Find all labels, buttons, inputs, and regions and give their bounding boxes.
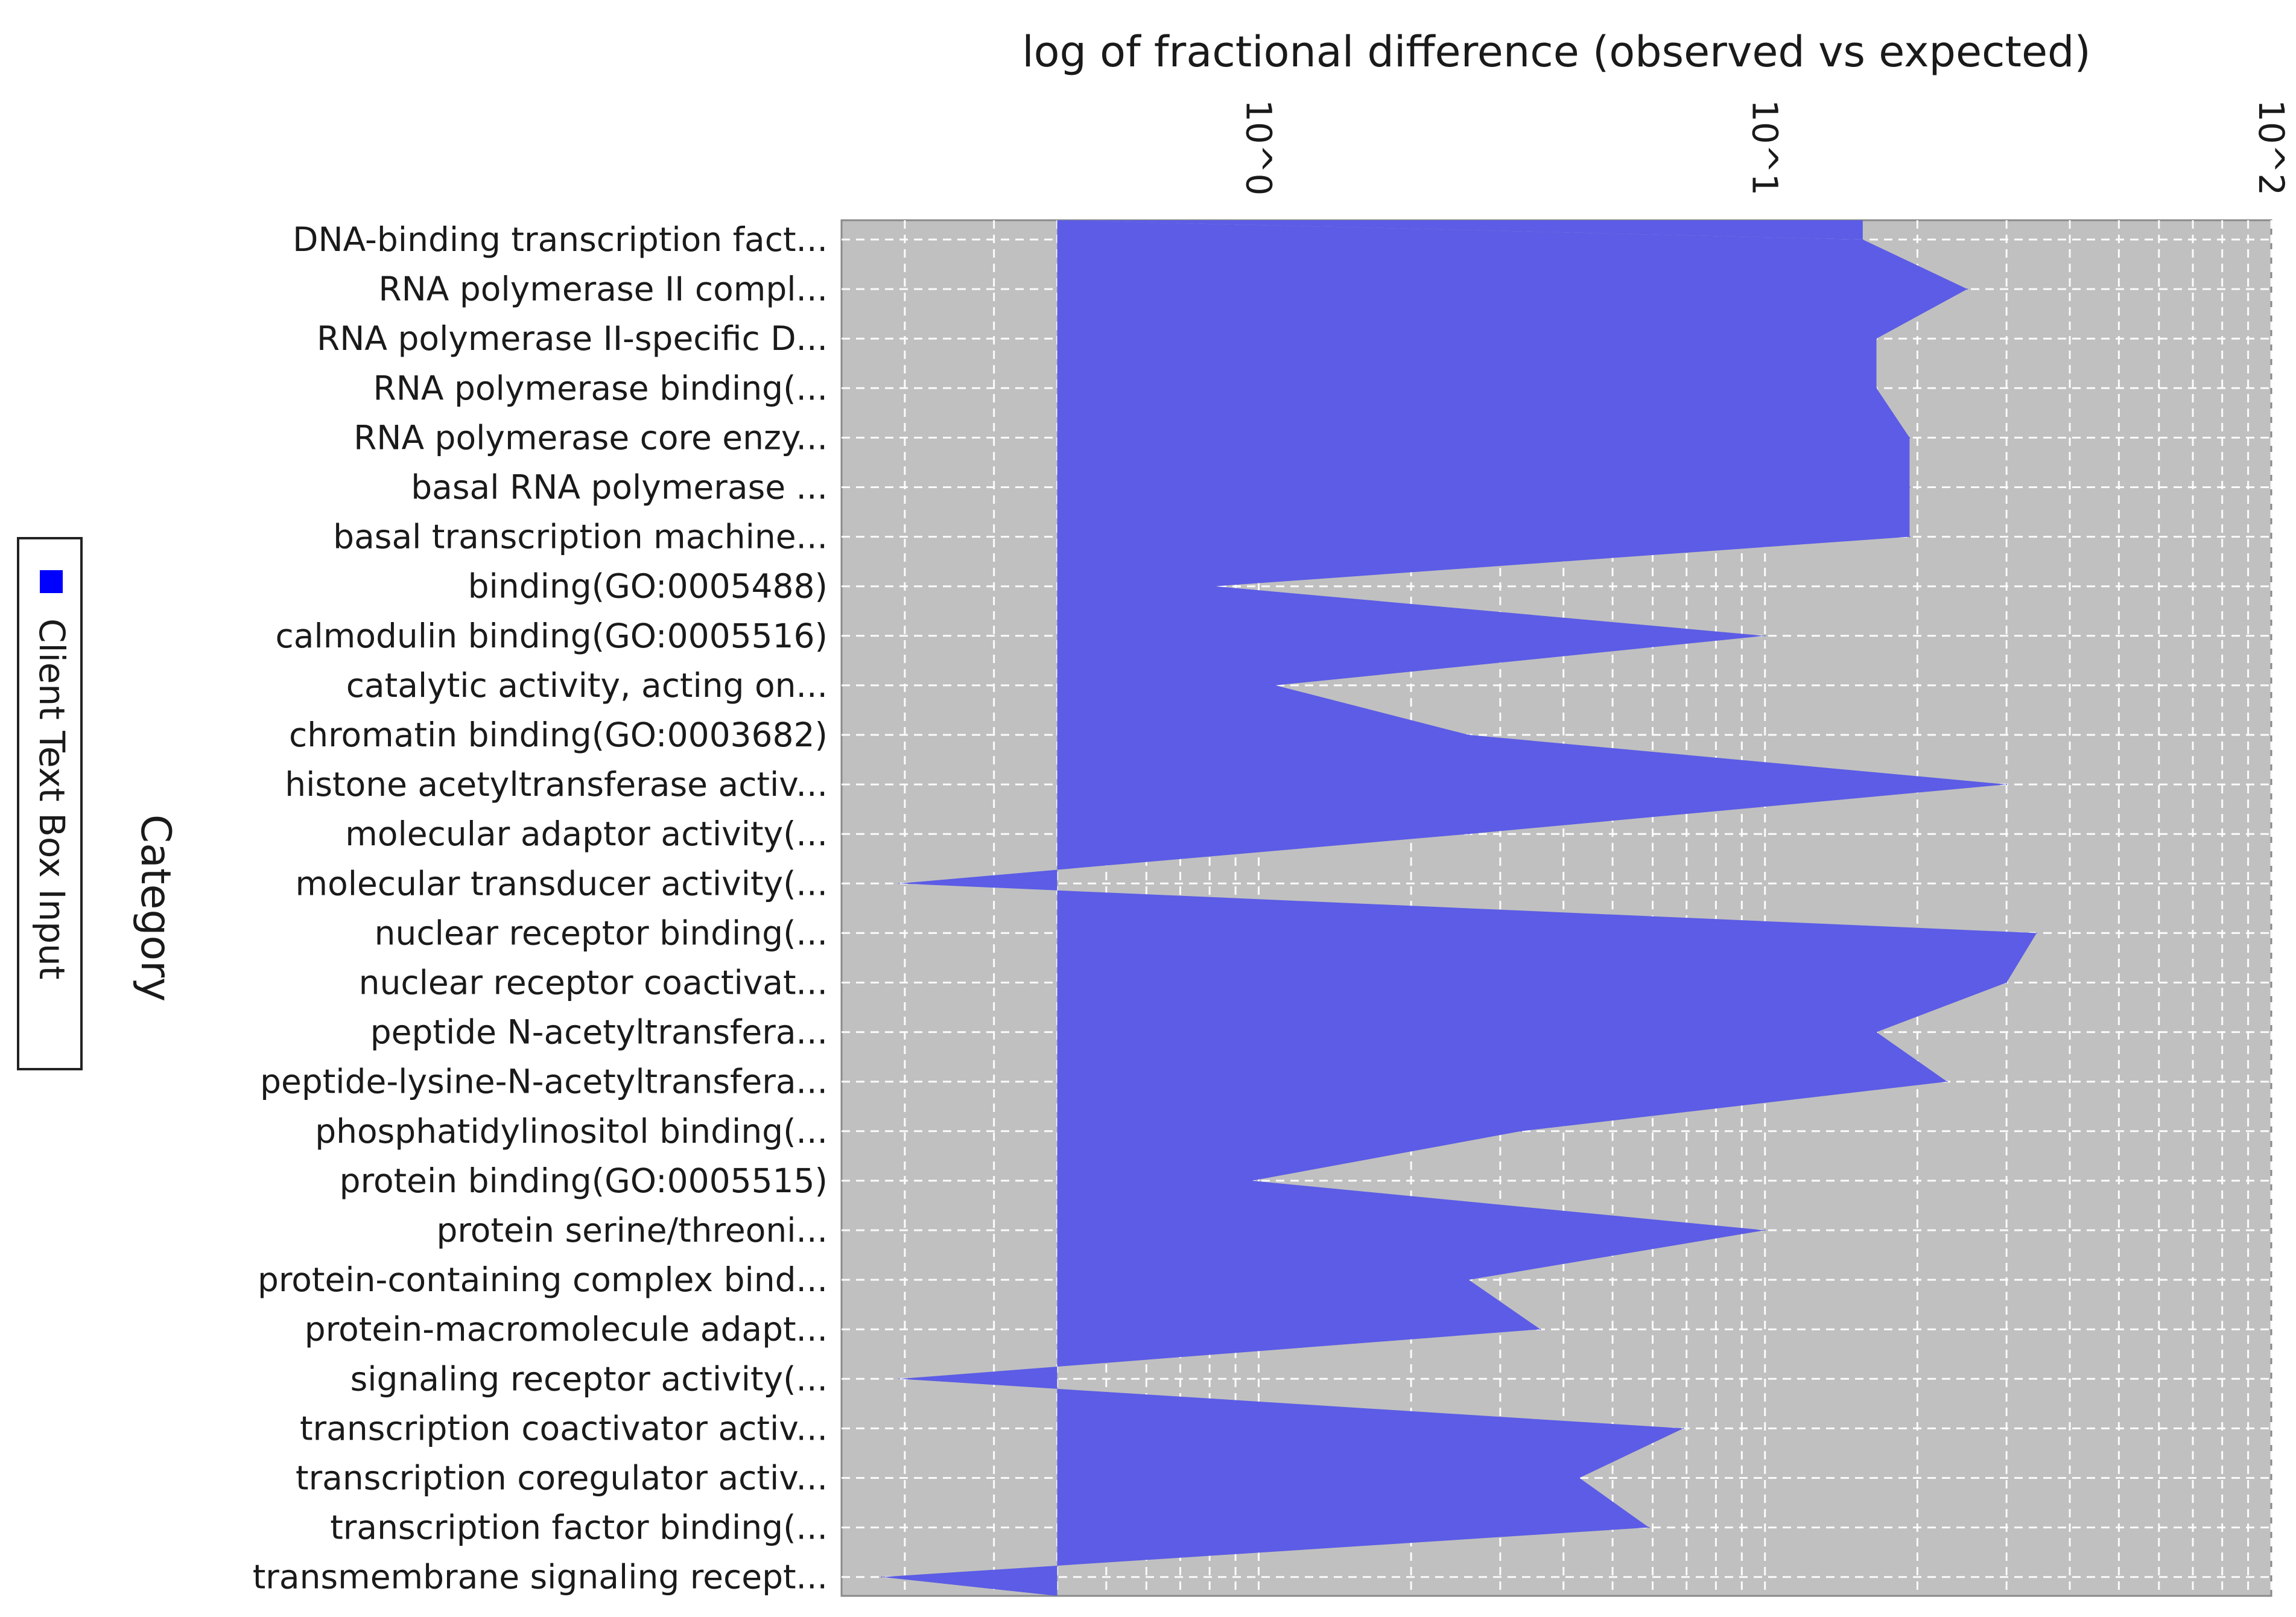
data-point (1214, 585, 1216, 587)
y-axis-category-labels: DNA-binding transcription fact... RNA pol… (253, 220, 828, 1596)
category-label: protein-macromolecule adapt... (305, 1310, 828, 1349)
category-label: signaling receptor activity(... (350, 1359, 828, 1398)
category-label: protein serine/threoni... (436, 1211, 828, 1250)
data-point (2036, 932, 2038, 934)
category-label: transmembrane signaling recept... (253, 1558, 828, 1596)
series-area (881, 220, 2037, 1596)
data-point (1764, 1230, 1766, 1231)
category-label: RNA polymerase II-specific D... (317, 319, 828, 358)
category-label: protein-containing complex bind... (258, 1260, 828, 1299)
x-tick-label: 10^0 (1238, 100, 1279, 195)
data-point (1648, 1526, 1650, 1528)
data-point (1579, 1477, 1581, 1479)
category-label: molecular adaptor activity(... (345, 815, 828, 853)
data-point (881, 1576, 883, 1578)
category-label: nuclear receptor coactivat... (359, 964, 828, 1002)
x-axis-ticks: 10^0 10^1 10^2 (1238, 100, 2292, 195)
category-label: molecular transducer activity(... (296, 864, 828, 903)
data-point (1682, 1428, 1684, 1429)
category-label: nuclear receptor binding(... (375, 913, 828, 952)
data-point (1251, 1180, 1253, 1181)
series-area-cap (1057, 220, 1863, 240)
data-point (2006, 784, 2008, 786)
x-tick-label: 10^1 (1745, 100, 1786, 195)
data-point (1946, 1081, 1948, 1082)
data-point (2006, 982, 2008, 983)
category-label: peptide-lysine-N-acetyltransfera... (260, 1063, 828, 1101)
category-label: histone acetyltransferase activ... (285, 765, 828, 804)
data-point (898, 883, 900, 885)
category-label: RNA polymerase binding(... (373, 369, 828, 407)
legend-label: Client Text Box Input (31, 618, 72, 980)
category-label: protein binding(GO:0005515) (340, 1161, 828, 1200)
category-label: transcription coactivator activ... (300, 1409, 828, 1447)
series-area-layer (881, 220, 2038, 1596)
legend-swatch (40, 570, 63, 593)
data-point (1876, 387, 1877, 389)
category-label: basal transcription machine... (333, 518, 828, 556)
category-label: RNA polymerase core enzy... (354, 418, 828, 457)
data-point (1540, 1329, 1541, 1330)
category-label: transcription coregulator activ... (296, 1459, 828, 1498)
data-point (1468, 833, 1470, 835)
x-tick-label: 10^2 (2251, 100, 2292, 195)
data-point (1468, 1279, 1470, 1281)
category-label: catalytic activity, acting on... (346, 666, 828, 705)
data-point (1909, 437, 1911, 439)
data-point (1876, 1031, 1877, 1033)
data-point (1520, 1130, 1522, 1132)
category-label: binding(GO:0005488) (468, 567, 828, 606)
category-label: peptide N-acetyltransfera... (370, 1013, 828, 1052)
data-point (1909, 536, 1911, 538)
category-label: calmodulin binding(GO:0005516) (276, 617, 828, 655)
chart-title: log of fractional difference (observed v… (1022, 27, 2091, 77)
legend: Client Text Box Input (17, 537, 83, 1070)
category-label: RNA polymerase II compl... (378, 270, 828, 308)
category-label: DNA-binding transcription fact... (293, 220, 828, 259)
legend-box (17, 537, 83, 1070)
data-point (1967, 288, 1968, 290)
data-point (1468, 734, 1470, 735)
category-label: phosphatidylinositol binding(... (315, 1112, 828, 1151)
data-point (898, 1378, 900, 1380)
data-point (1862, 239, 1863, 240)
data-point (1275, 684, 1276, 686)
category-label: basal RNA polymerase ... (411, 468, 828, 507)
data-point (1876, 338, 1877, 340)
data-point (1764, 635, 1766, 637)
data-point (1909, 486, 1911, 488)
category-label: transcription factor binding(... (330, 1508, 828, 1547)
y-axis-label: Category (132, 815, 179, 1002)
category-label: chromatin binding(GO:0003682) (289, 716, 828, 754)
